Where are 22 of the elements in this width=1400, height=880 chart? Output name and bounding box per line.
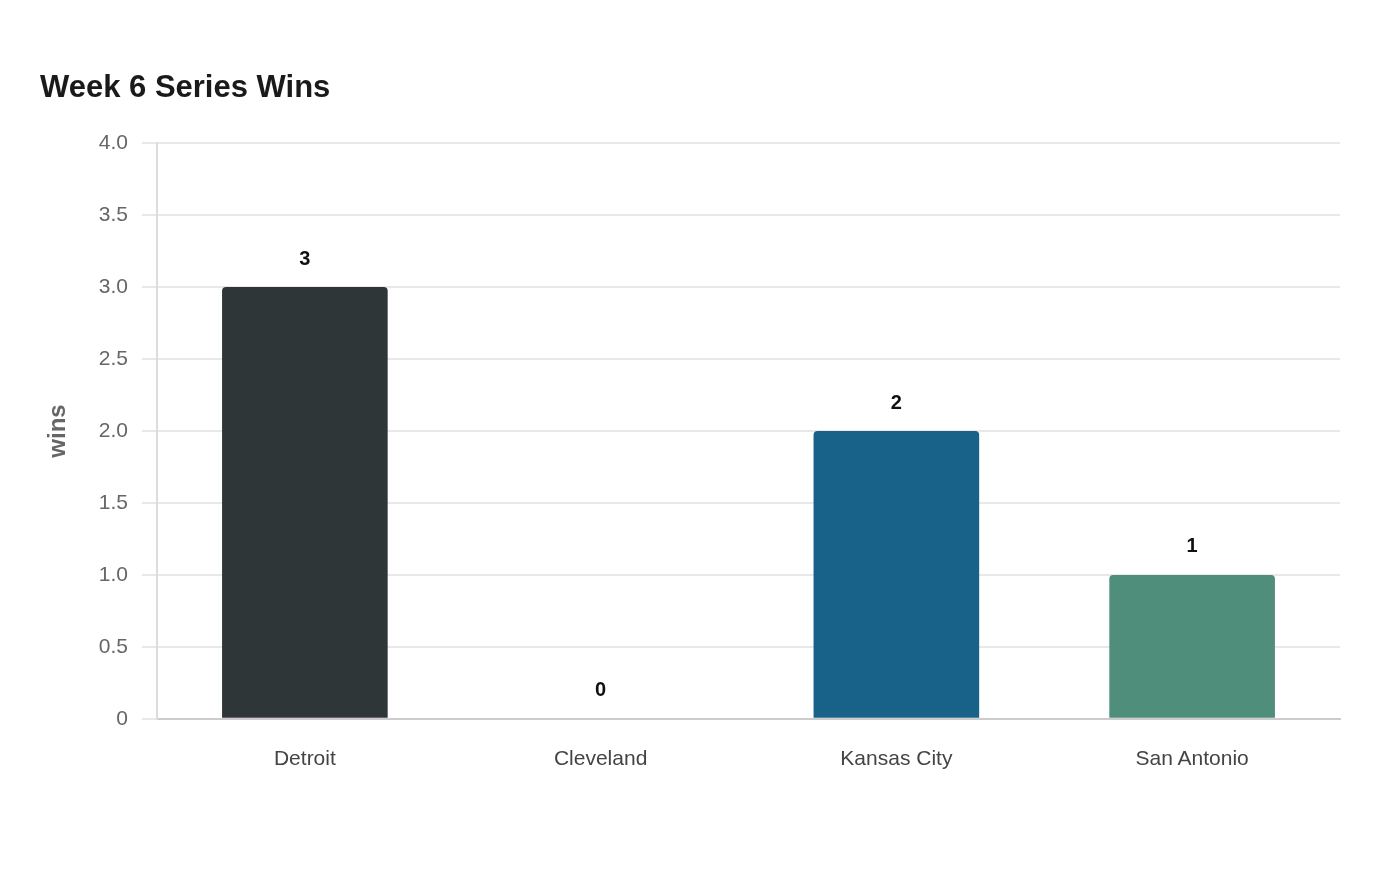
data-label: 0 (595, 678, 607, 701)
data-label: 1 (1186, 534, 1198, 557)
chart-title: Week 6 Series Wins (40, 69, 331, 105)
y-tick-label: 3.0 (98, 273, 128, 297)
x-tick-label: Cleveland (553, 746, 648, 770)
data-label: 2 (890, 390, 902, 413)
y-tick-label: 2.5 (98, 345, 128, 369)
x-tick-label: Kansas City (840, 746, 953, 770)
bar (1109, 574, 1275, 718)
y-tick-label: 0 (116, 705, 128, 729)
x-tick-label: Detroit (273, 746, 336, 770)
y-tick-label: 2.0 (98, 417, 128, 441)
y-axis-title: wins (43, 404, 71, 459)
data-label: 3 (299, 246, 311, 269)
y-tick-label: 1.5 (98, 489, 128, 513)
y-tick-label: 1.0 (98, 561, 128, 585)
y-tick-label: 4.0 (98, 130, 128, 153)
bar (813, 431, 980, 718)
y-tick-label: 3.5 (98, 201, 128, 225)
bar (222, 287, 388, 718)
x-tick-label: San Antonio (1135, 746, 1249, 770)
y-tick-label: 0.5 (98, 633, 128, 657)
